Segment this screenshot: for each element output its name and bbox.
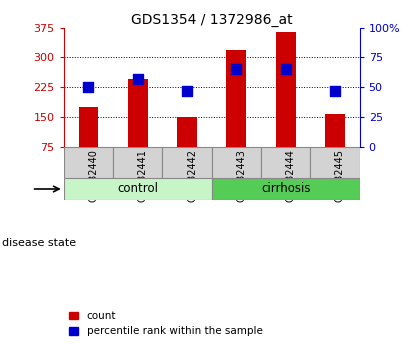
- Bar: [325, 114, 345, 147]
- Bar: [128, 79, 148, 147]
- Point: [332, 88, 338, 94]
- Text: GSM32445: GSM32445: [335, 149, 345, 202]
- Bar: [276, 32, 296, 147]
- Bar: [310, 147, 360, 178]
- Bar: [162, 147, 212, 178]
- Text: disease state: disease state: [2, 238, 76, 248]
- Text: GSM32444: GSM32444: [286, 149, 296, 201]
- Bar: [64, 147, 113, 178]
- Bar: [212, 178, 360, 200]
- Bar: [212, 147, 261, 178]
- Text: control: control: [117, 183, 158, 196]
- Title: GDS1354 / 1372986_at: GDS1354 / 1372986_at: [131, 12, 293, 27]
- Point: [184, 88, 190, 94]
- Bar: [261, 147, 310, 178]
- Text: GSM32443: GSM32443: [236, 149, 246, 201]
- Bar: [177, 117, 197, 147]
- Legend: count, percentile rank within the sample: count, percentile rank within the sample: [69, 311, 263, 336]
- Text: GSM32441: GSM32441: [138, 149, 148, 201]
- Text: GSM32440: GSM32440: [88, 149, 98, 201]
- Bar: [79, 107, 98, 147]
- Text: GSM32442: GSM32442: [187, 149, 197, 202]
- Bar: [113, 147, 162, 178]
- Bar: [226, 50, 246, 147]
- Point: [134, 76, 141, 82]
- Point: [233, 67, 240, 72]
- Point: [282, 67, 289, 72]
- Text: cirrhosis: cirrhosis: [261, 183, 310, 196]
- Bar: [64, 178, 212, 200]
- Point: [85, 85, 92, 90]
